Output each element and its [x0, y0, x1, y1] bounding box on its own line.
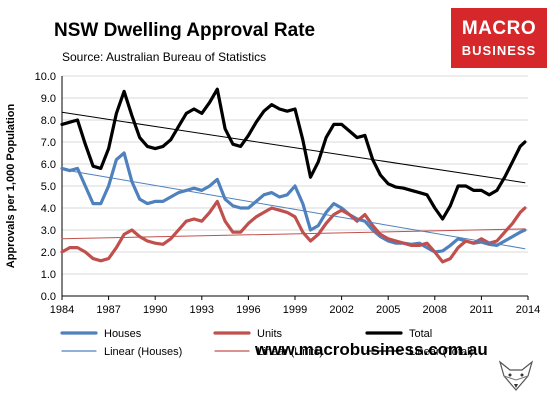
legend: Houses Units Total Linear (Houses) Linear (U…: [60, 328, 473, 358]
y-tick-label: 6.0: [41, 159, 56, 171]
fox-mascot-icon: [498, 360, 534, 391]
legend-label: Houses: [104, 328, 142, 340]
logo-line-2: BUSINESS: [461, 43, 537, 58]
series-lines: [60, 87, 527, 264]
x-tick-label: 2008: [423, 304, 447, 316]
series-line-houses: [60, 151, 527, 254]
y-tick-label: 3.0: [41, 225, 56, 237]
x-tick-label: 1987: [96, 304, 120, 316]
trend-line-houses: [61, 169, 526, 250]
trend-line-total: [61, 111, 526, 184]
y-tick-label: 1.0: [41, 269, 56, 281]
series-line-units: [60, 199, 527, 264]
x-tick-label: 2014: [516, 304, 540, 316]
y-tick-label: 7.0: [41, 137, 56, 149]
axes: 0.0 1.0 2.0 3.0 4.0 5.0 6.0 7.0 8.0 9.0 10.0 1984 19…: [5, 71, 540, 316]
legend-label: Total: [409, 328, 432, 340]
chart-title: NSW Dwelling Approval Rate: [54, 20, 316, 41]
x-tick-label: 1996: [236, 304, 260, 316]
macrobusiness-logo: MACRO BUSINESS: [451, 8, 547, 68]
legend-label: Linear (Houses): [104, 346, 182, 358]
y-tick-label: 2.0: [41, 247, 56, 259]
y-tick-label: 4.0: [41, 203, 56, 215]
x-tick-label: 2005: [376, 304, 400, 316]
y-tick-label: 9.0: [41, 93, 56, 105]
y-axis-label: Approvals per 1,000 Population: [5, 104, 17, 269]
y-tick-label: 5.0: [41, 181, 56, 193]
y-tick-label: 8.0: [41, 115, 56, 127]
x-tick-label: 2002: [329, 304, 353, 316]
trend-line-units: [61, 228, 526, 240]
x-tick-label: 2011: [470, 304, 494, 316]
y-tick-label: 10.0: [35, 71, 56, 83]
series-line-total: [60, 87, 527, 221]
legend-label: Linear (Units): [257, 346, 323, 358]
chart-subtitle: Source: Australian Bureau of Statistics: [62, 50, 267, 64]
legend-label: Units: [257, 328, 283, 340]
logo-line-1: MACRO: [461, 18, 537, 39]
x-tick-label: 1990: [143, 304, 167, 316]
x-tick-label: 1999: [283, 304, 307, 316]
website-url: www.macrobusiness.com.au: [255, 340, 488, 359]
x-tick-label: 1993: [190, 304, 214, 316]
legend-label: Linear (Total): [409, 346, 473, 358]
x-tick-label: 1984: [50, 304, 74, 316]
y-tick-label: 0.0: [41, 291, 56, 303]
